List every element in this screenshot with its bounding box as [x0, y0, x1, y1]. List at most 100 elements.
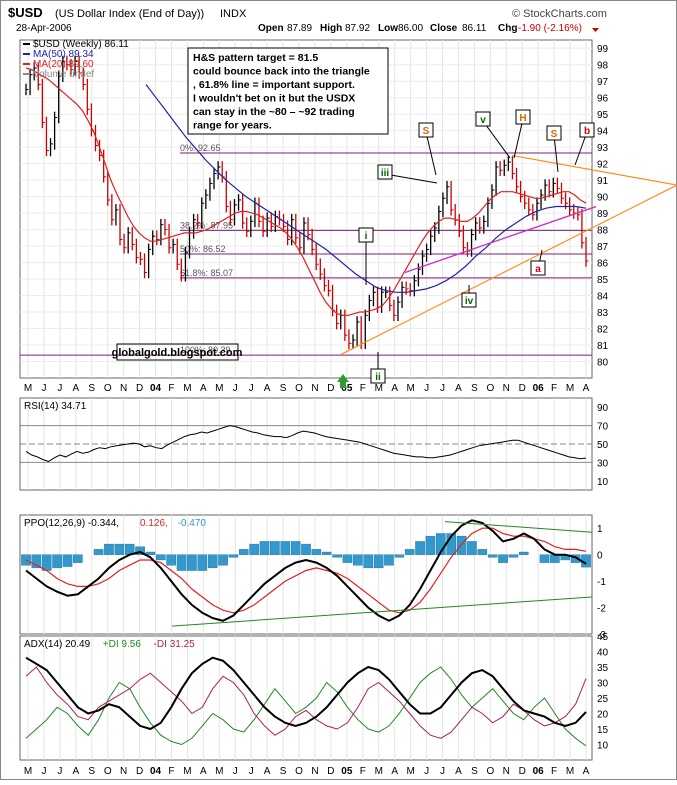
panel-title-ppo-part: 0.126, [140, 518, 168, 529]
x-tick-label-bottom: 04 [150, 766, 162, 777]
wave-pointer [425, 131, 437, 176]
header-close-label: Close [430, 23, 458, 34]
x-tick-label-bottom: M [566, 766, 574, 777]
x-tick-label-bottom: O [104, 766, 112, 777]
triangle-upper-trendline [511, 154, 677, 186]
y-tick-label: 89 [597, 209, 609, 220]
ppo-histogram-bar [280, 541, 291, 555]
y-tick-label: 45 [597, 632, 609, 643]
wave-label-box [461, 292, 477, 308]
ppo-histogram-bar [21, 554, 31, 566]
adx-series-line-0 [25, 656, 587, 731]
y-tick-label: 40 [597, 648, 609, 659]
ppo-histogram-bar [114, 543, 125, 555]
x-tick-label-top: J [249, 383, 254, 394]
header-copyright: © StockCharts.com [512, 8, 607, 20]
header-open-label: Open [258, 23, 284, 34]
y-tick-label: 98 [597, 61, 609, 72]
y-tick-label: 84 [597, 292, 609, 303]
y-tick-label: 1 [597, 524, 603, 535]
x-tick-label-top: M [183, 383, 191, 394]
ppo-histogram-bar [197, 554, 208, 571]
wave-pointer [553, 134, 559, 173]
x-tick-label-bottom: A [583, 766, 590, 777]
wave-label: ii [375, 372, 381, 383]
x-tick-label-bottom: D [136, 766, 143, 777]
rsi-line [25, 425, 587, 463]
ppo-histogram-bar [498, 554, 508, 563]
legend-label: MA(20) 89.60 [33, 59, 94, 70]
y-tick-label: 35 [597, 663, 609, 674]
y-tick-label: 30 [597, 679, 609, 690]
x-tick-label-top: 05 [341, 383, 353, 394]
x-tick-label-top: F [360, 383, 366, 394]
x-tick-label-bottom: M [375, 766, 383, 777]
wave-pointer [513, 118, 524, 159]
x-tick-label-bottom: D [327, 766, 334, 777]
y-tick-label: -1 [597, 577, 606, 588]
header-chg-label: Chg [498, 23, 517, 34]
ppo-histogram-bar [218, 554, 228, 566]
x-tick-label-top: N [120, 383, 127, 394]
ppo-histogram-bar [332, 554, 342, 558]
y-tick-label: -2 [597, 604, 606, 615]
down-arrow-icon [592, 28, 599, 32]
y-tick-label: 50 [597, 440, 609, 451]
ppo-histogram-bar [176, 554, 187, 571]
y-tick-label: 93 [597, 143, 609, 154]
y-tick-label: 80 [597, 358, 609, 369]
ppo-histogram-bar [290, 541, 301, 555]
header-high-label: High [320, 23, 342, 34]
y-tick-label: 90 [597, 193, 609, 204]
header-low-value: 86.00 [398, 23, 423, 34]
y-tick-label: 25 [597, 694, 609, 705]
y-tick-label: 10 [597, 477, 609, 488]
panel-title-adx-part: +DI 9.56 [103, 639, 142, 650]
ppo-line [25, 519, 587, 622]
x-tick-label-bottom: J [249, 766, 254, 777]
x-tick-label-bottom: F [360, 766, 366, 777]
wave-label-box [418, 122, 434, 138]
ppo-histogram-bar [145, 551, 156, 555]
x-tick-label-bottom: N [503, 766, 510, 777]
y-tick-label: 96 [597, 94, 609, 105]
ppo-signal-line [25, 527, 587, 614]
ppo-histogram-bar [207, 554, 218, 569]
y-tick-label: 81 [597, 341, 609, 352]
wave-label: a [535, 264, 541, 275]
x-tick-label-top: 06 [533, 383, 545, 394]
ppo-histogram-bar [373, 554, 384, 569]
y-tick-label: 0 [597, 551, 603, 562]
wave-label-box [515, 109, 531, 125]
x-tick-label-top: D [519, 383, 526, 394]
panel-title-rsi: RSI(14) 34.71 [24, 401, 87, 412]
ppo-histogram-bar [104, 543, 114, 555]
wave-label: b [584, 126, 590, 137]
y-tick-label: 95 [597, 110, 609, 121]
x-tick-label-top: A [264, 383, 271, 394]
neckline-trendline [404, 205, 597, 274]
ppo-histogram-bar [415, 541, 425, 555]
header-exchange: INDX [220, 8, 247, 20]
x-tick-label-top: M [375, 383, 383, 394]
x-tick-label-top: J [41, 383, 46, 394]
header-chg-value: -1.90 (-2.16%) [518, 23, 582, 34]
ppo-histogram-bar [249, 543, 259, 555]
panel-title-ppo-part: PPO(12,26,9) -0.344, [24, 518, 119, 529]
x-tick-label-bottom: J [57, 766, 62, 777]
y-tick-label: 30 [597, 458, 609, 469]
x-tick-label-bottom: D [519, 766, 526, 777]
header-low-label: Low [378, 23, 398, 34]
ppo-trendline-upper [444, 521, 593, 533]
x-tick-label-bottom: J [233, 766, 238, 777]
x-tick-label-bottom: A [200, 766, 207, 777]
x-tick-label-top: F [551, 383, 557, 394]
x-tick-label-top: J [57, 383, 62, 394]
ppo-histogram-bar [539, 554, 550, 563]
x-tick-label-top: A [72, 383, 79, 394]
header-symbol: $USD [8, 5, 43, 20]
wave-label-box [377, 164, 393, 180]
ppo-histogram-bar [259, 541, 270, 555]
x-tick-label-bottom: S [280, 766, 287, 777]
ppo-histogram-bar [425, 535, 436, 555]
